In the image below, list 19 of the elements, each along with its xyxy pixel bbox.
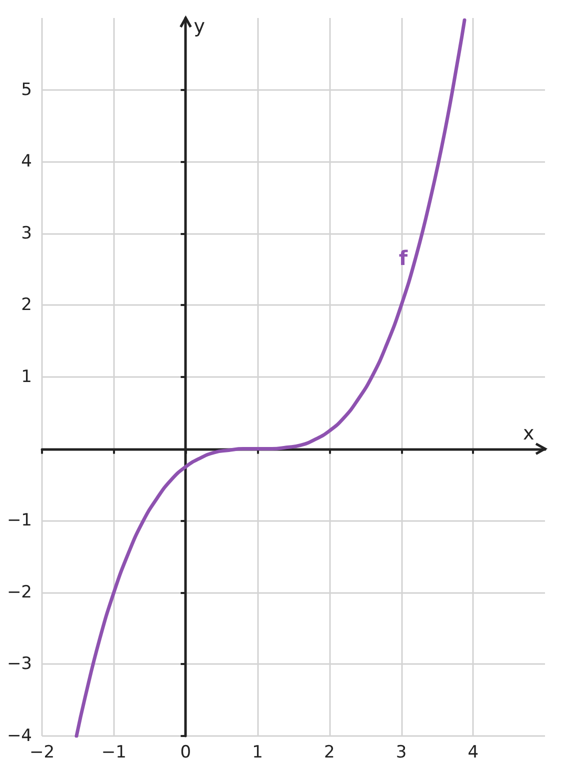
y-tick-label: 4 — [21, 152, 32, 172]
y-tick-label: −1 — [6, 510, 32, 531]
x-tick-label: 1 — [252, 742, 263, 762]
y-tick-label: −4 — [6, 726, 32, 746]
x-tick-label: 3 — [396, 742, 407, 762]
x-tick-label: −1 — [101, 742, 126, 762]
y-tick-label: −3 — [6, 654, 32, 674]
y-tick-label: 3 — [21, 223, 32, 244]
x-axis-title: x — [523, 422, 534, 444]
y-tick-label: 2 — [21, 295, 32, 316]
line-series — [74, 18, 466, 738]
series-label: f — [398, 246, 408, 270]
y-tick-label: −2 — [6, 582, 32, 602]
x-tick-label: 0 — [180, 742, 192, 762]
y-axis-title: y — [194, 16, 205, 38]
x-tick-label: 2 — [324, 742, 335, 762]
y-tick-label: 5 — [21, 80, 32, 100]
y-tick-label: 1 — [21, 367, 32, 387]
x-tick-label: 4 — [468, 742, 479, 762]
